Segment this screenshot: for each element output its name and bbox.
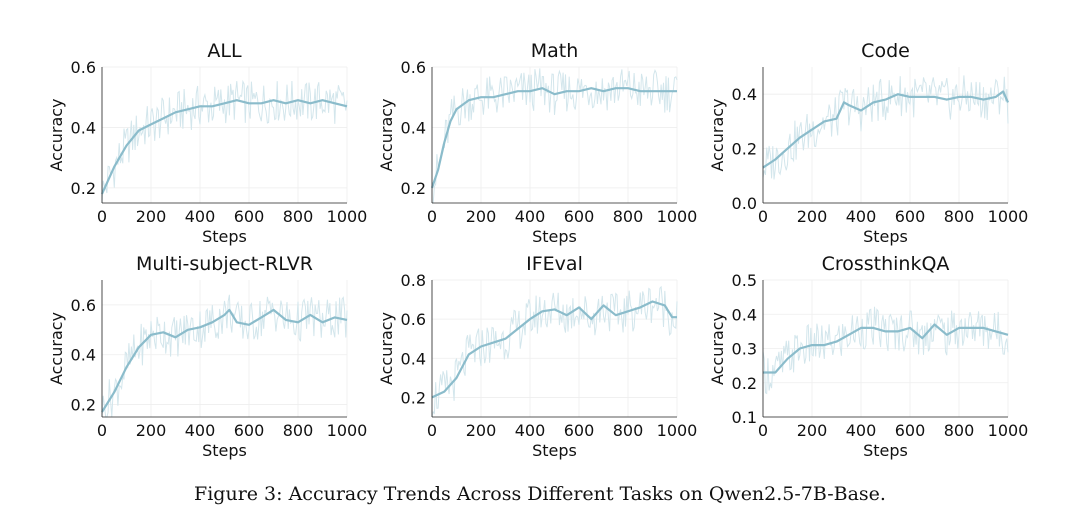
- y-tick-label: 0.2: [732, 374, 757, 393]
- accuracy-series-line: [431, 300, 677, 399]
- x-tick-label: 0: [427, 421, 437, 440]
- x-tick-label: 400: [515, 207, 546, 226]
- x-tick-label: 1000: [327, 421, 368, 440]
- x-tick-label: 600: [234, 207, 265, 226]
- x-tick-label: 400: [846, 207, 877, 226]
- accuracy-series-line: [763, 323, 1009, 374]
- x-tick-label: 400: [846, 421, 877, 440]
- chart-title: Code: [861, 40, 910, 62]
- accuracy-series-line: [430, 87, 677, 189]
- y-axis-label: Accuracy: [708, 312, 727, 385]
- x-tick-label: 1000: [327, 207, 368, 226]
- chart-panel: 0 200 400 600 800 1000 0.2 0.4 0.6 ALL Steps Accura…: [47, 40, 367, 246]
- x-tick-label: 1000: [657, 421, 698, 440]
- x-tick-label: 0: [758, 207, 768, 226]
- y-axis-label: Accuracy: [377, 312, 396, 385]
- chart-title: ALL: [207, 40, 242, 62]
- y-tick-label: 0.6: [401, 310, 426, 329]
- y-axis-label: Accuracy: [377, 98, 396, 171]
- x-axis-label: Steps: [532, 441, 577, 460]
- x-tick-label: 200: [797, 207, 828, 226]
- x-axis-label: Steps: [202, 441, 247, 460]
- y-tick-label: 0.4: [401, 349, 426, 368]
- x-tick-label: 0: [97, 421, 107, 440]
- y-tick-label: 0.2: [71, 179, 96, 198]
- x-tick-label: 0: [758, 421, 768, 440]
- figure-caption: Figure 3: Accuracy Trends Across Differe…: [194, 483, 886, 505]
- x-tick-label: 400: [185, 421, 216, 440]
- y-tick-label: 0.3: [732, 340, 757, 359]
- x-tick-label: 600: [564, 207, 595, 226]
- x-tick-label: 800: [283, 207, 314, 226]
- y-tick-label: 0.4: [71, 346, 96, 365]
- raw-accuracy-trace: [762, 306, 1009, 395]
- x-axis-label: Steps: [863, 441, 908, 460]
- y-tick-label: 0.4: [401, 118, 426, 137]
- x-tick-label: 600: [895, 207, 926, 226]
- raw-accuracy-trace: [762, 75, 1009, 180]
- chart-panel: 0 200 400 600 800 1000 0.1 0.2 0.3 0.4 0.5 Crossthi…: [708, 253, 1028, 460]
- chart-title: CrossthinkQA: [822, 253, 950, 275]
- x-tick-label: 800: [944, 421, 975, 440]
- x-tick-label: 600: [234, 421, 265, 440]
- x-tick-label: 800: [613, 421, 644, 440]
- raw-accuracy-trace: [431, 285, 678, 418]
- x-tick-label: 200: [466, 207, 497, 226]
- y-tick-label: 0.2: [71, 396, 96, 415]
- x-tick-label: 200: [466, 421, 497, 440]
- chart-title: IFEval: [526, 253, 583, 275]
- x-tick-label: 600: [564, 421, 595, 440]
- y-tick-label: 0.6: [71, 296, 96, 315]
- accuracy-series-line: [100, 99, 348, 195]
- chart-panel: 0 200 400 600 800 1000 0.0 0.2 0.4 Code Steps Accur…: [708, 40, 1028, 246]
- y-tick-label: 0.2: [732, 140, 757, 159]
- accuracy-series-line: [762, 90, 1010, 169]
- y-tick-label: 0.4: [732, 85, 757, 104]
- y-tick-label: 0.4: [71, 118, 96, 137]
- chart-title: Multi-subject-RLVR: [136, 253, 313, 275]
- raw-accuracy-trace: [101, 294, 348, 418]
- x-tick-label: 800: [613, 207, 644, 226]
- accuracy-series-line: [101, 308, 348, 413]
- x-tick-label: 200: [797, 421, 828, 440]
- y-tick-label: 0.6: [401, 58, 426, 77]
- x-axis-label: Steps: [863, 227, 908, 246]
- chart-title: Math: [531, 40, 579, 62]
- raw-accuracy-trace: [101, 79, 348, 204]
- y-tick-label: 0.6: [71, 58, 96, 77]
- y-tick-label: 0.5: [732, 271, 757, 290]
- y-tick-label: 0.4: [732, 305, 757, 324]
- x-axis-label: Steps: [532, 227, 577, 246]
- x-tick-label: 1000: [988, 421, 1029, 440]
- y-tick-label: 0.8: [401, 271, 426, 290]
- x-tick-label: 1000: [657, 207, 698, 226]
- x-tick-label: 1000: [988, 207, 1029, 226]
- x-tick-label: 400: [515, 421, 546, 440]
- y-tick-label: 0.0: [732, 194, 757, 213]
- x-tick-label: 800: [283, 421, 314, 440]
- x-tick-label: 600: [895, 421, 926, 440]
- y-axis-label: Accuracy: [47, 312, 66, 385]
- x-tick-label: 400: [185, 207, 216, 226]
- y-tick-label: 0.1: [732, 408, 757, 427]
- raw-accuracy-trace: [431, 68, 678, 204]
- x-axis-label: Steps: [202, 227, 247, 246]
- chart-panel: 0 200 400 600 800 1000 0.2 0.4 0.6 Multi-subject-…: [47, 253, 367, 460]
- y-tick-label: 0.2: [401, 388, 426, 407]
- x-tick-label: 200: [136, 421, 167, 440]
- y-axis-label: Accuracy: [708, 98, 727, 171]
- chart-panel: 0 200 400 600 800 1000 0.2 0.4 0.6 0.8 IFEval Steps…: [377, 253, 697, 460]
- x-tick-label: 200: [136, 207, 167, 226]
- x-tick-label: 800: [944, 207, 975, 226]
- y-axis-label: Accuracy: [47, 98, 66, 171]
- y-tick-label: 0.2: [401, 179, 426, 198]
- x-tick-label: 0: [427, 207, 437, 226]
- x-tick-label: 0: [97, 207, 107, 226]
- chart-panel: 0 200 400 600 800 1000 0.2 0.4 0.6 Math Steps Accur…: [377, 40, 697, 246]
